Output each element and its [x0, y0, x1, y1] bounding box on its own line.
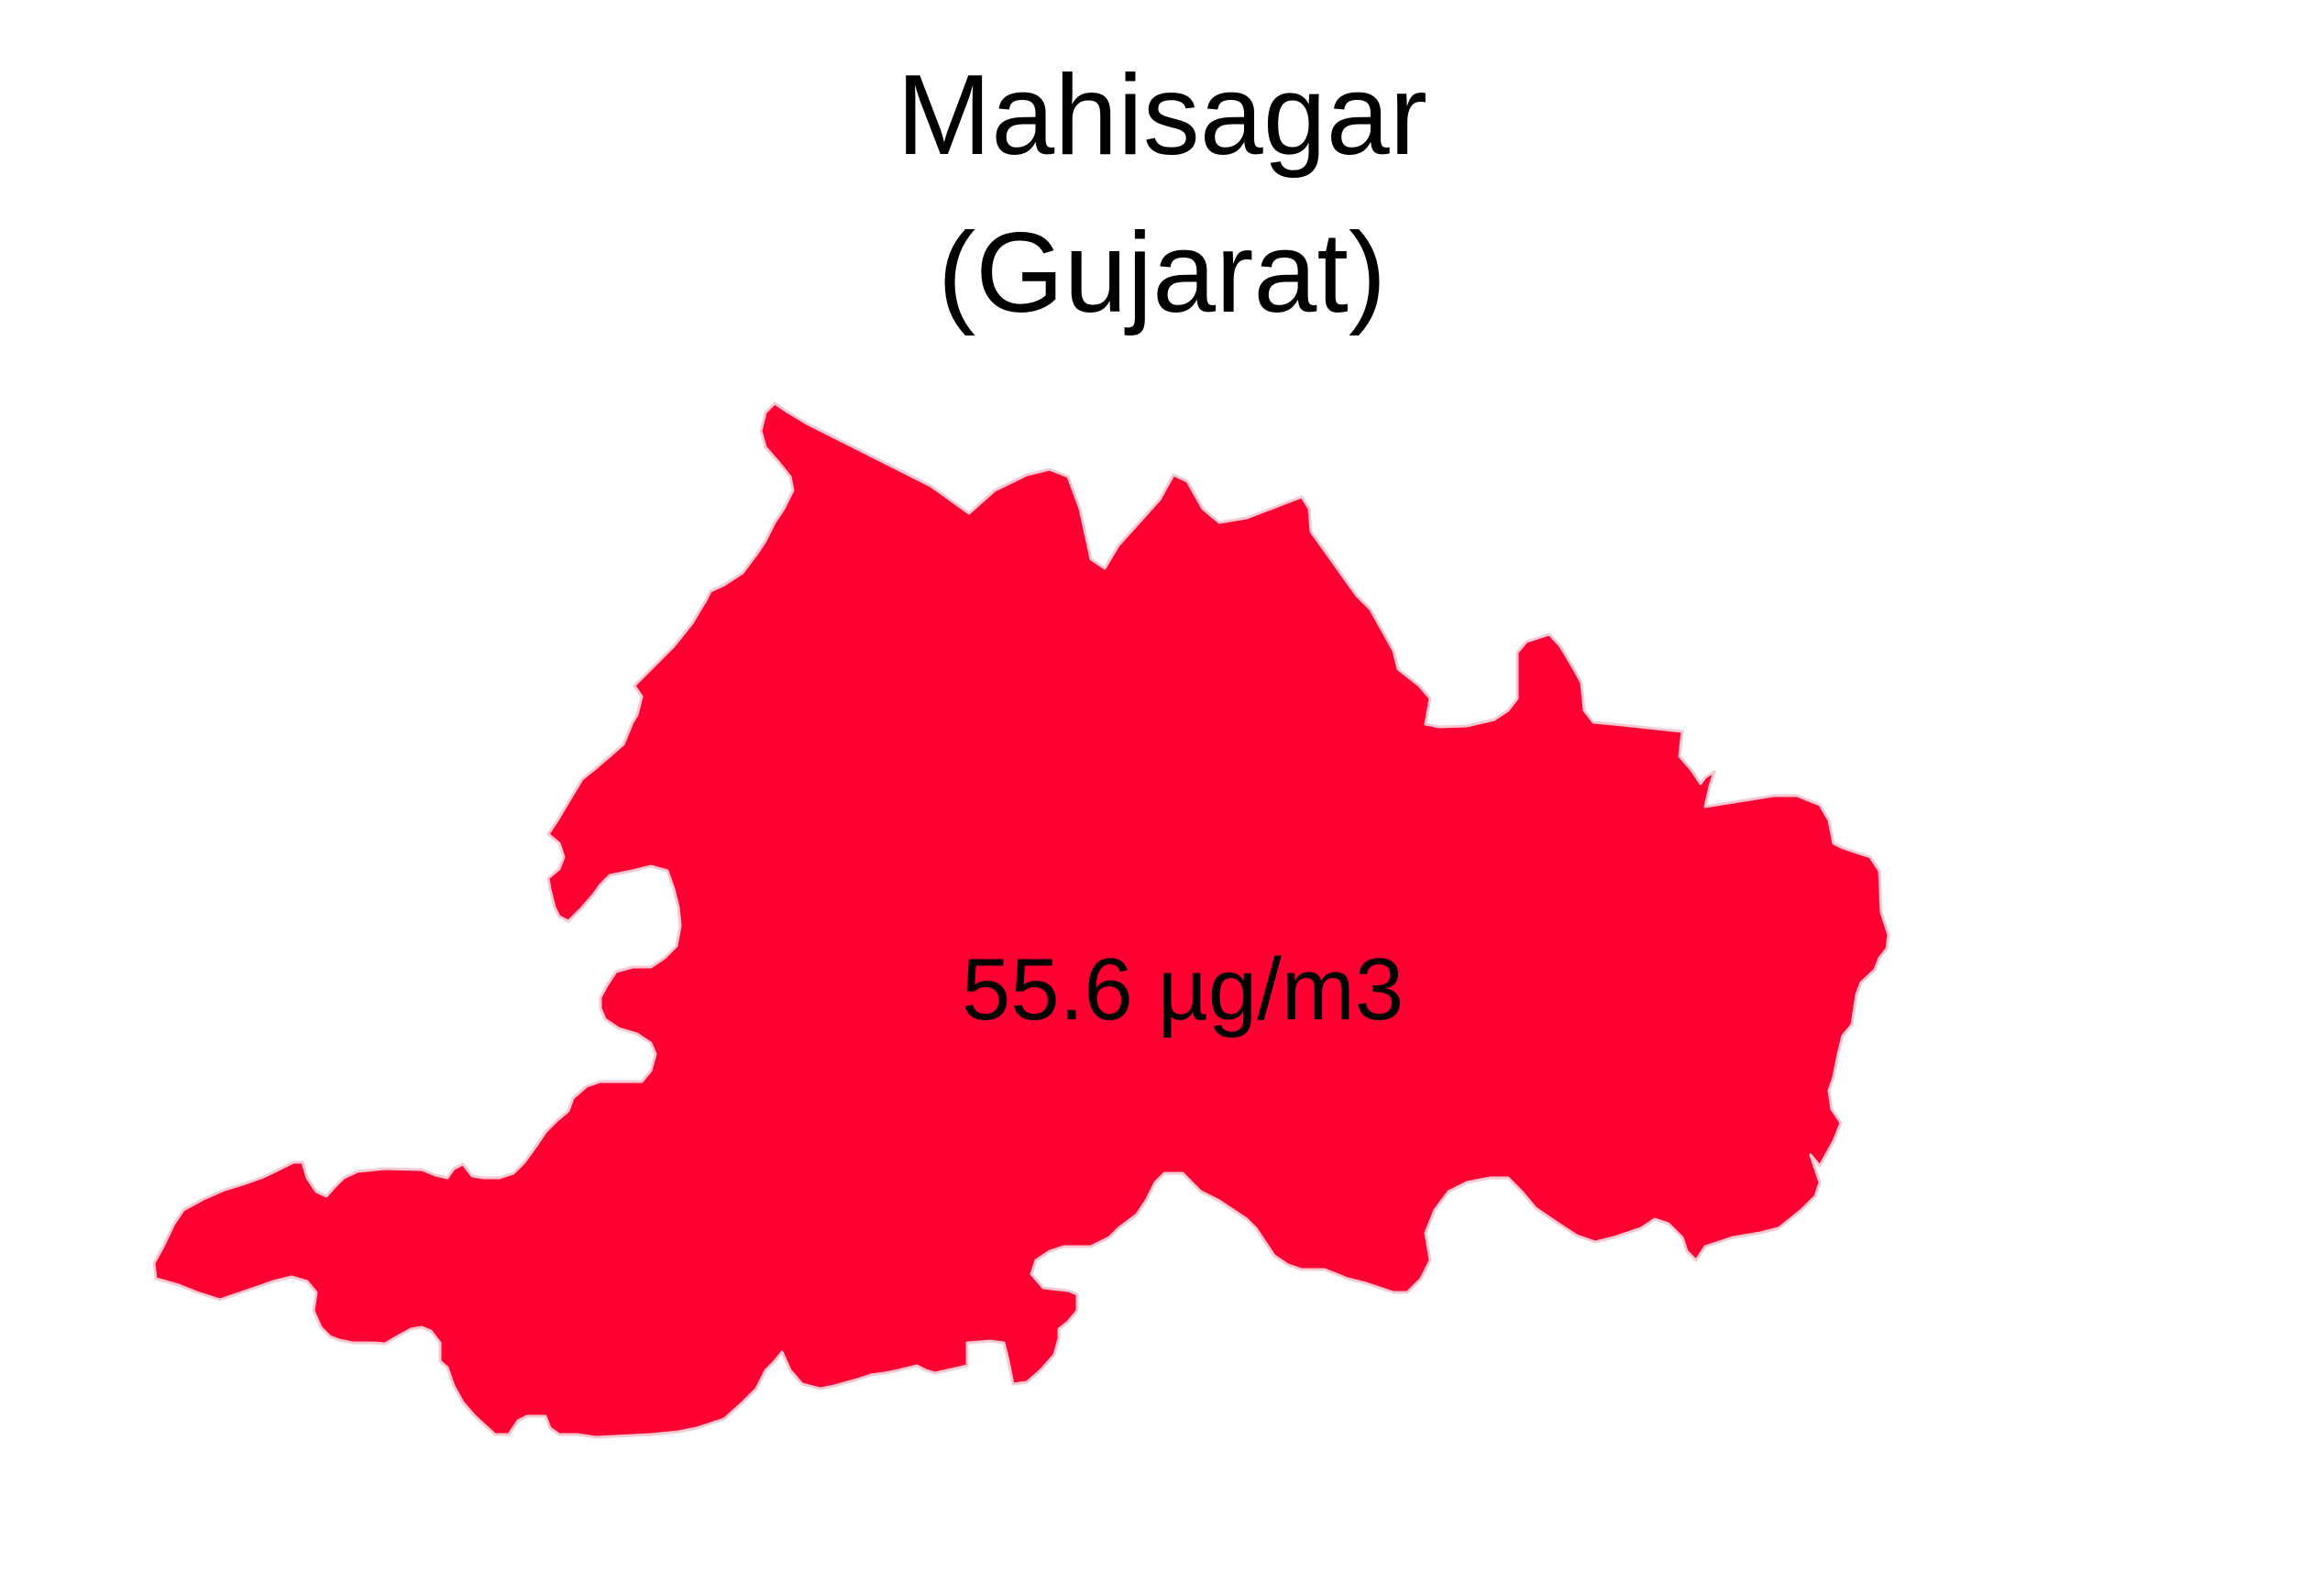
map-subtitle: (Gujarat) [937, 210, 1387, 336]
district-region [152, 401, 1890, 1439]
map-title-block: Mahisagar (Gujarat) [0, 37, 2324, 352]
pollution-value-label: 55.6 µg/m3 [961, 940, 1404, 1039]
map-title: Mahisagar [897, 52, 1427, 179]
